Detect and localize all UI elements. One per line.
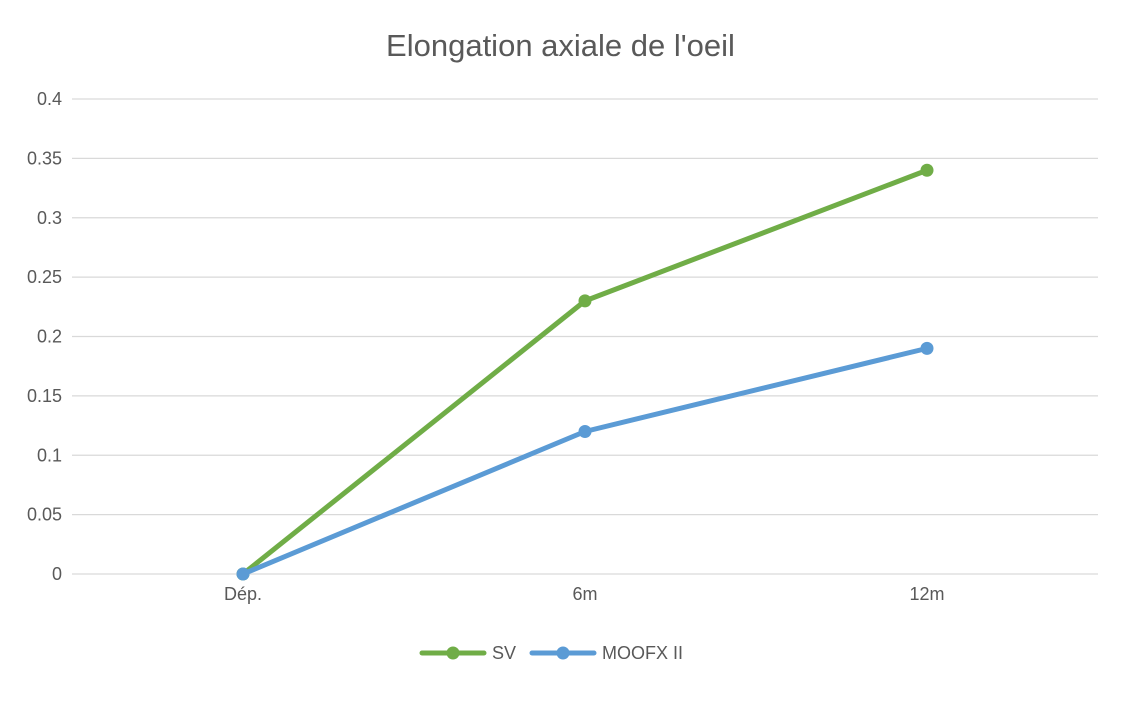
y-tick-label: 0.25 <box>27 267 62 287</box>
x-tick-label: 6m <box>572 584 597 604</box>
x-tick-label: 12m <box>909 584 944 604</box>
y-tick-label: 0.15 <box>27 386 62 406</box>
y-tick-label: 0.2 <box>37 327 62 347</box>
chart-title: Elongation axiale de l'oeil <box>386 28 735 63</box>
series-line <box>240 345 930 577</box>
data-point <box>578 425 592 438</box>
y-tick-label: 0.3 <box>37 208 62 228</box>
y-tick-label: 0 <box>52 564 62 584</box>
legend-marker <box>556 646 570 660</box>
legend-label: SV <box>492 643 516 663</box>
data-point <box>920 341 934 355</box>
legend-label: MOOFX II <box>602 643 683 663</box>
x-tick-label: Dép. <box>224 584 262 604</box>
data-point <box>920 163 934 177</box>
y-tick-label: 0.4 <box>37 89 62 109</box>
y-tick-label: 0.35 <box>27 148 62 168</box>
data-point <box>236 567 250 581</box>
legend-marker <box>446 646 460 660</box>
data-point <box>578 294 592 308</box>
y-tick-label: 0.1 <box>37 445 62 465</box>
y-tick-label: 0.05 <box>27 505 62 525</box>
